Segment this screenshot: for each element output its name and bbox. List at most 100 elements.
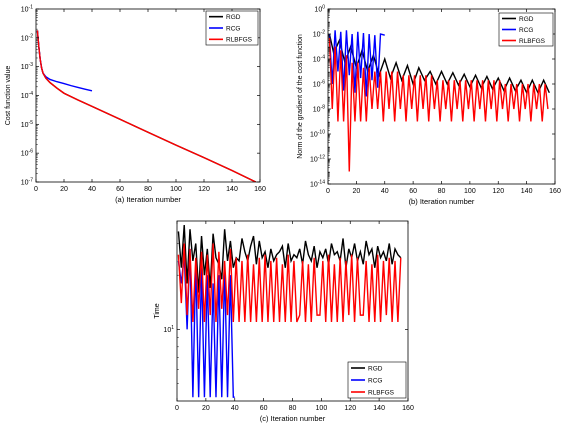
x-tick-label: 100 <box>316 405 328 412</box>
legend-label-rlbfgs: RLBFGS <box>368 389 395 396</box>
y-tick-label: 10-4 <box>21 91 33 100</box>
y-tick-exp: -7 <box>29 178 34 184</box>
y-tick-exp: -10 <box>318 130 325 136</box>
x-tick-label: 120 <box>198 186 210 193</box>
y-tick-base: 10 <box>313 32 321 39</box>
x-tick-label: 40 <box>88 186 96 193</box>
x-tick-label: 40 <box>231 405 239 412</box>
x-tick-label: 0 <box>326 188 330 195</box>
y-tick-base: 10 <box>21 7 29 14</box>
x-tick-label: 20 <box>352 188 360 195</box>
legend-label-rlbfgs: RLBFGS <box>519 38 546 45</box>
y-tick-label: 10-2 <box>313 30 325 39</box>
legend-label-rgd: RGD <box>519 16 534 23</box>
y-tick-label: 10-1 <box>21 5 33 14</box>
x-tick-label: 140 <box>373 405 385 412</box>
x-tick-label: 80 <box>289 405 297 412</box>
x-tick-label: 60 <box>260 405 268 412</box>
legend: RGD RCG RLBFGS <box>498 12 554 47</box>
legend-label-rcg: RCG <box>519 27 533 34</box>
panel-caption: (a) Iteration number <box>115 195 181 204</box>
legend-label-rcg: RCG <box>226 25 240 32</box>
y-tick-base: 10 <box>21 93 29 100</box>
x-tick-label: 60 <box>116 186 124 193</box>
x-tick-label: 20 <box>60 186 68 193</box>
series-line-rgd <box>177 224 402 293</box>
series-line-rgd <box>36 30 257 182</box>
x-tick-label: 140 <box>521 188 533 195</box>
y-axis-label: Norm of the gradient of the cost functio… <box>297 34 304 159</box>
legend-label-rgd: RGD <box>226 14 241 21</box>
y-tick-exp: -6 <box>321 80 326 86</box>
y-tick-exp: -14 <box>318 180 325 186</box>
y-tick-exp: 1 <box>171 325 174 331</box>
y-tick-exp: -4 <box>321 55 326 61</box>
chart-panel-1: 0 20 40 60 80 100 120 140 16010-1410-1210-1010-8… <box>297 5 561 207</box>
y-tick-base: 10 <box>310 157 318 164</box>
panel-caption: (c) Iteration number <box>260 414 326 423</box>
legend: RGD RCG RLBFGS <box>205 10 259 46</box>
y-tick-base: 10 <box>313 57 321 64</box>
x-tick-label: 100 <box>464 188 476 195</box>
x-tick-label: 100 <box>170 186 182 193</box>
y-tick-label: 10-8 <box>313 105 325 114</box>
y-tick-base: 10 <box>21 151 29 158</box>
x-tick-label: 120 <box>344 405 356 412</box>
legend-label-rcg: RCG <box>368 377 382 384</box>
y-tick-label: 10-14 <box>310 180 325 189</box>
y-tick-exp: -3 <box>29 62 34 68</box>
x-tick-label: 80 <box>438 188 446 195</box>
x-tick-label: 120 <box>492 188 504 195</box>
y-tick-base: 10 <box>310 132 318 139</box>
x-tick-label: 60 <box>409 188 417 195</box>
y-axis-label: Cost function value <box>5 66 12 126</box>
y-tick-exp: -2 <box>321 30 326 36</box>
y-tick-exp: -12 <box>318 155 325 161</box>
legend-label-rgd: RGD <box>368 365 383 372</box>
series-line-rcg <box>328 30 385 97</box>
y-tick-exp: -8 <box>321 105 326 111</box>
y-tick-base: 10 <box>21 35 29 42</box>
y-axis-label: Time <box>154 303 161 318</box>
y-tick-label: 10-3 <box>21 62 33 71</box>
y-tick-exp: -2 <box>29 33 34 39</box>
series-line-rlbfgs <box>177 243 402 323</box>
x-tick-label: 140 <box>226 186 238 193</box>
y-tick-exp: -6 <box>29 149 34 155</box>
y-tick-label: 10-2 <box>21 33 33 42</box>
x-tick-label: 0 <box>34 186 38 193</box>
x-tick-label: 40 <box>381 188 389 195</box>
x-tick-label: 20 <box>202 405 210 412</box>
y-tick-label: 10-5 <box>21 120 33 129</box>
y-tick-label: 100 <box>314 5 325 14</box>
y-tick-label: 101 <box>163 325 174 334</box>
series-line-rlbfgs <box>36 30 257 182</box>
x-tick-label: 0 <box>175 405 179 412</box>
y-tick-base: 10 <box>21 64 29 71</box>
y-tick-base: 10 <box>313 82 321 89</box>
y-tick-base: 10 <box>21 180 29 187</box>
chart-panel-0: 0 20 40 60 80 100 120 140 16010-710-610-510-410-… <box>5 5 266 205</box>
x-tick-label: 160 <box>549 188 561 195</box>
legend: RGD RCG RLBFGS <box>347 361 407 399</box>
y-tick-exp: 0 <box>322 5 325 11</box>
y-tick-base: 10 <box>313 107 321 114</box>
y-tick-base: 10 <box>21 122 29 129</box>
legend-label-rlbfgs: RLBFGS <box>226 37 253 44</box>
y-tick-label: 10-6 <box>313 80 325 89</box>
y-tick-exp: -4 <box>29 91 34 97</box>
y-tick-base: 10 <box>314 7 322 14</box>
y-tick-label: 10-7 <box>21 178 33 187</box>
y-tick-exp: -1 <box>29 5 34 11</box>
y-tick-base: 10 <box>163 327 171 334</box>
x-tick-label: 80 <box>144 186 152 193</box>
series-line-rlbfgs <box>328 37 549 172</box>
y-tick-exp: -5 <box>29 120 34 126</box>
panel-caption: (b) Iteration number <box>409 197 475 206</box>
y-tick-label: 10-12 <box>310 155 325 164</box>
x-tick-label: 160 <box>254 186 266 193</box>
y-tick-label: 10-6 <box>21 149 33 158</box>
x-tick-label: 160 <box>402 405 414 412</box>
